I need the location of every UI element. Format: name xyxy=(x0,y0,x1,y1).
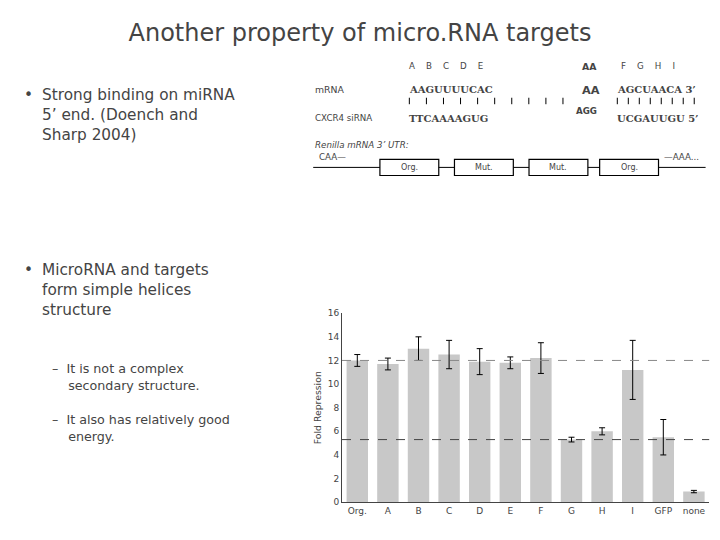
svg-text:GFP: GFP xyxy=(655,506,673,516)
svg-text:Strong binding on miRNA5’ end.: Strong binding on miRNA5’ end. (Doench a… xyxy=(42,86,235,144)
svg-text:4: 4 xyxy=(333,450,339,460)
svg-text:14: 14 xyxy=(328,332,340,342)
svg-text:0: 0 xyxy=(333,497,339,507)
svg-text:AA: AA xyxy=(582,84,600,97)
svg-text:•: • xyxy=(24,86,33,104)
svg-text:AGG: AGG xyxy=(576,106,597,116)
svg-text:I: I xyxy=(631,506,634,516)
svg-text:C: C xyxy=(446,506,452,516)
svg-text:mRNA: mRNA xyxy=(315,84,344,95)
svg-text:D: D xyxy=(476,506,483,516)
svg-text:Org.: Org. xyxy=(621,163,638,172)
svg-text:– It also has relatively good: – It also has relatively good energy. xyxy=(52,412,230,444)
svg-text:•: • xyxy=(24,261,33,279)
svg-text:2: 2 xyxy=(333,474,339,484)
svg-text:A B C D E: A B C D E xyxy=(409,61,483,71)
svg-text:UCGAUUGU 5’: UCGAUUGU 5’ xyxy=(617,113,699,124)
svg-text:CAA—: CAA— xyxy=(319,152,346,162)
svg-text:12: 12 xyxy=(328,356,339,366)
svg-text:F G H I: F G H I xyxy=(621,61,675,71)
svg-text:10: 10 xyxy=(328,379,340,389)
svg-text:AAGUUUUCAC: AAGUUUUCAC xyxy=(409,84,493,95)
svg-text:TTCAAAAGUG: TTCAAAAGUG xyxy=(409,113,488,124)
svg-text:B: B xyxy=(415,506,421,516)
svg-text:AGCUAACA 3’: AGCUAACA 3’ xyxy=(617,84,696,95)
svg-text:Fold Repression: Fold Repression xyxy=(312,371,323,444)
svg-text:Renilla mRNA 3’ UTR:: Renilla mRNA 3’ UTR: xyxy=(315,140,409,150)
svg-text:Mut.: Mut. xyxy=(549,163,567,172)
svg-text:E: E xyxy=(507,506,513,516)
svg-text:6: 6 xyxy=(333,426,339,436)
svg-text:F: F xyxy=(538,506,543,516)
svg-text:8: 8 xyxy=(333,403,339,413)
svg-text:G: G xyxy=(568,506,575,516)
svg-text:MicroRNA and targetsform simpl: MicroRNA and targetsform simple helicess… xyxy=(42,261,209,319)
svg-text:Another property of micro.RNA: Another property of micro.RNA targets xyxy=(129,19,592,47)
svg-text:H: H xyxy=(599,506,606,516)
svg-text:– It is not a complex seco: – It is not a complex secondary structur… xyxy=(52,361,200,393)
svg-text:—AAA...: —AAA... xyxy=(664,152,699,162)
svg-text:Org.: Org. xyxy=(401,163,418,172)
svg-text:CXCR4 siRNA: CXCR4 siRNA xyxy=(315,113,372,123)
svg-text:16: 16 xyxy=(328,308,340,318)
svg-text:A: A xyxy=(385,506,392,516)
svg-text:none: none xyxy=(683,506,706,516)
svg-text:Mut.: Mut. xyxy=(475,163,493,172)
svg-text:AA: AA xyxy=(582,61,597,72)
svg-text:Org.: Org. xyxy=(348,506,367,516)
